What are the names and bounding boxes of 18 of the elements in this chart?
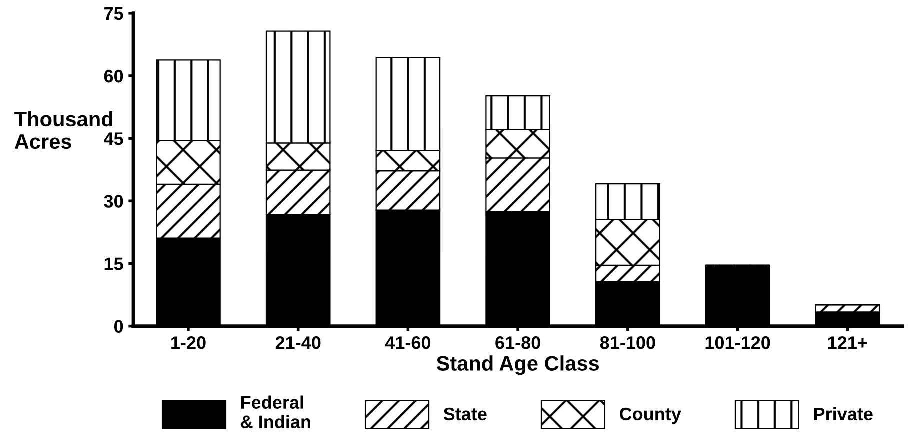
y-tick-label: 60 [104,70,124,83]
x-tick-label: 121+ [828,336,868,350]
y-tick-label: 45 [104,132,124,146]
legend-label: Private [814,407,873,421]
x-axis-title: Stand Age Class [436,356,600,376]
y-tick-label: 75 [104,8,124,20]
legend-label: County [620,408,682,424]
x-tick-label: 1-20 [172,336,206,350]
y-tick-label: 30 [104,195,124,208]
legend-label: Federal & Indian [241,396,310,428]
legend-label: State [444,408,487,421]
x-tick-label: 41-60 [385,336,431,350]
x-tick-label: 101-120 [706,336,770,350]
x-tick-label: 21-40 [276,336,321,350]
y-tick-label: 0 [114,320,124,334]
y-tick-label: 15 [104,258,124,270]
x-tick-label: 61-80 [496,336,540,350]
x-tick-label: 81-100 [600,336,656,350]
